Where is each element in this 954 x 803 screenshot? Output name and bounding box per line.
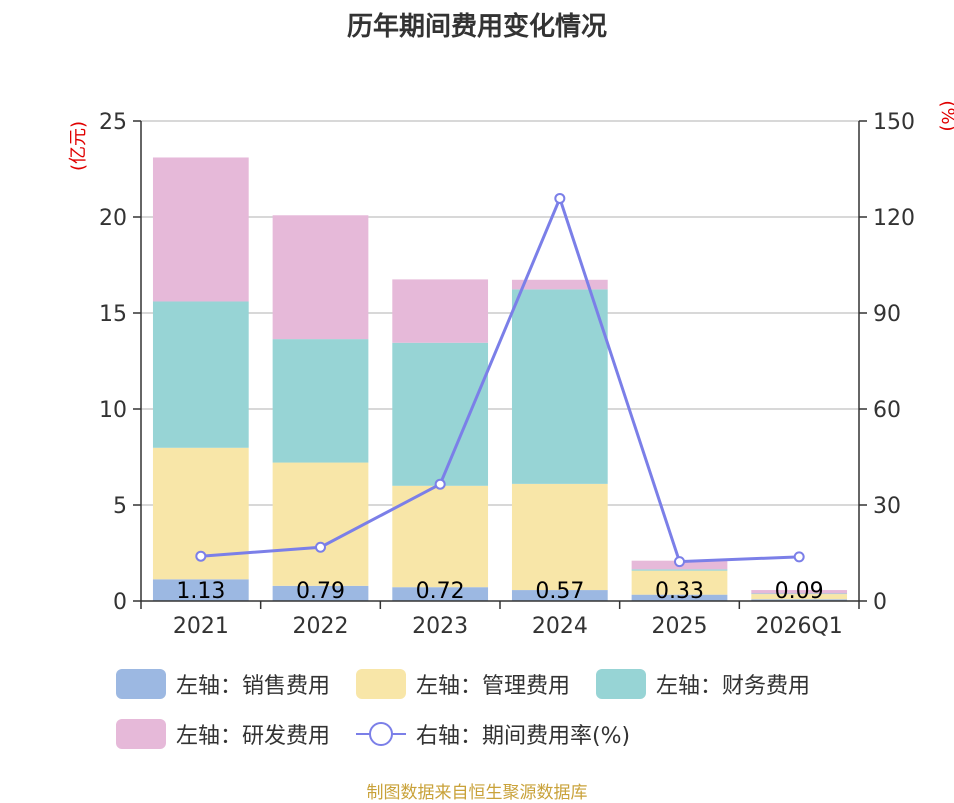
x-tick-label: 2022 — [293, 614, 349, 639]
right-tick-label: 60 — [873, 398, 901, 423]
legend-swatch-admin — [356, 669, 407, 699]
left-tick-label: 20 — [99, 206, 127, 231]
right-tick-label: 0 — [873, 590, 887, 615]
bar-segment — [751, 594, 848, 600]
right-tick-label: 150 — [873, 110, 915, 135]
grid-lines — [141, 120, 859, 506]
bar-value-label: 1.13 — [176, 579, 225, 604]
rate-point — [434, 478, 446, 490]
left-tick-label: 15 — [99, 302, 127, 327]
right-tick-label: 90 — [873, 302, 901, 327]
x-tick-label: 2021 — [173, 614, 229, 639]
left-tick-label: 5 — [113, 494, 127, 519]
bars-group — [152, 157, 848, 601]
legend-swatch-rd — [116, 719, 166, 749]
x-tick-label: 2024 — [532, 614, 588, 639]
bar-segment — [751, 599, 848, 601]
legend-item-sales[interactable]: 左轴：销售费用 — [116, 668, 330, 700]
bar-segment — [272, 215, 369, 340]
legend-swatch-rate — [356, 719, 407, 749]
bar-segment — [511, 289, 608, 484]
bar-value-label: 0.79 — [296, 579, 345, 604]
legend-row-2: 左轴：研发费用 右轴：期间费用率(%) — [116, 718, 656, 750]
bar-segment — [272, 585, 369, 601]
chart-title: 历年期间费用变化情况 — [346, 12, 607, 42]
bar-segment — [631, 570, 728, 595]
rate-point — [793, 551, 805, 563]
bar-segment — [152, 301, 249, 448]
source-note: 制图数据来自恒生聚源数据库 — [366, 783, 588, 803]
right-tick-label: 120 — [873, 206, 915, 231]
x-tick-label: 2026Q1 — [756, 614, 843, 639]
bar-value-label: 0.09 — [775, 579, 824, 604]
bar-segment — [511, 483, 608, 591]
rate-point — [195, 550, 207, 562]
bar-value-label: 0.33 — [655, 579, 704, 604]
legend-swatch-finance — [596, 669, 647, 699]
bar-segment — [511, 590, 608, 601]
bar-segment — [631, 569, 728, 571]
legend-label-rate: 右轴：期间费用率(%) — [416, 724, 631, 749]
bar-segment — [392, 587, 489, 601]
x-tick-label: 2023 — [412, 614, 468, 639]
bar-segment — [751, 590, 848, 594]
legend-item-finance[interactable]: 左轴：财务费用 — [596, 668, 810, 700]
bar-segment — [392, 342, 489, 486]
left-axis-unit: (亿元) — [68, 121, 89, 171]
rate-point — [554, 192, 566, 204]
rate-line — [200, 194, 800, 564]
legend-label-rd: 左轴：研发费用 — [176, 724, 331, 749]
legend-label-admin: 左轴：管理费用 — [416, 674, 571, 699]
legend-item-admin[interactable]: 左轴：管理费用 — [356, 668, 570, 700]
bar-segment — [152, 579, 249, 601]
right-tick-label: 30 — [873, 494, 901, 519]
rate-point — [315, 541, 326, 553]
rate-line-group — [195, 192, 805, 568]
bar-value-label: 0.72 — [416, 579, 465, 604]
legend-item-rate[interactable]: 右轴：期间费用率(%) — [356, 718, 630, 750]
bar-segment — [751, 593, 848, 595]
bar-segment — [272, 339, 369, 463]
bar-segment — [152, 157, 249, 302]
bar-segment — [392, 279, 489, 343]
legend-row-1: 左轴：销售费用 左轴：管理费用 左轴：财务费用 — [116, 668, 836, 700]
left-tick-label: 25 — [99, 110, 127, 135]
bar-segment — [511, 279, 608, 290]
bar-labels: 1.13 0.79 0.72 0.57 0.33 0.09 — [176, 579, 823, 604]
x-tick-label: 2025 — [652, 614, 708, 639]
left-tick-label: 0 — [113, 590, 127, 615]
bar-value-label: 0.57 — [535, 579, 584, 604]
rate-point — [674, 556, 685, 568]
left-tick-label: 10 — [99, 398, 127, 423]
legend-label-finance: 左轴：财务费用 — [656, 674, 811, 699]
bar-segment — [631, 594, 728, 601]
legend-swatch-sales — [116, 669, 166, 699]
legend-label-sales: 左轴：销售费用 — [176, 674, 331, 699]
legend-item-rd[interactable]: 左轴：研发费用 — [116, 718, 330, 750]
right-axis-unit: (%) — [937, 100, 954, 131]
bar-segment — [272, 462, 369, 586]
